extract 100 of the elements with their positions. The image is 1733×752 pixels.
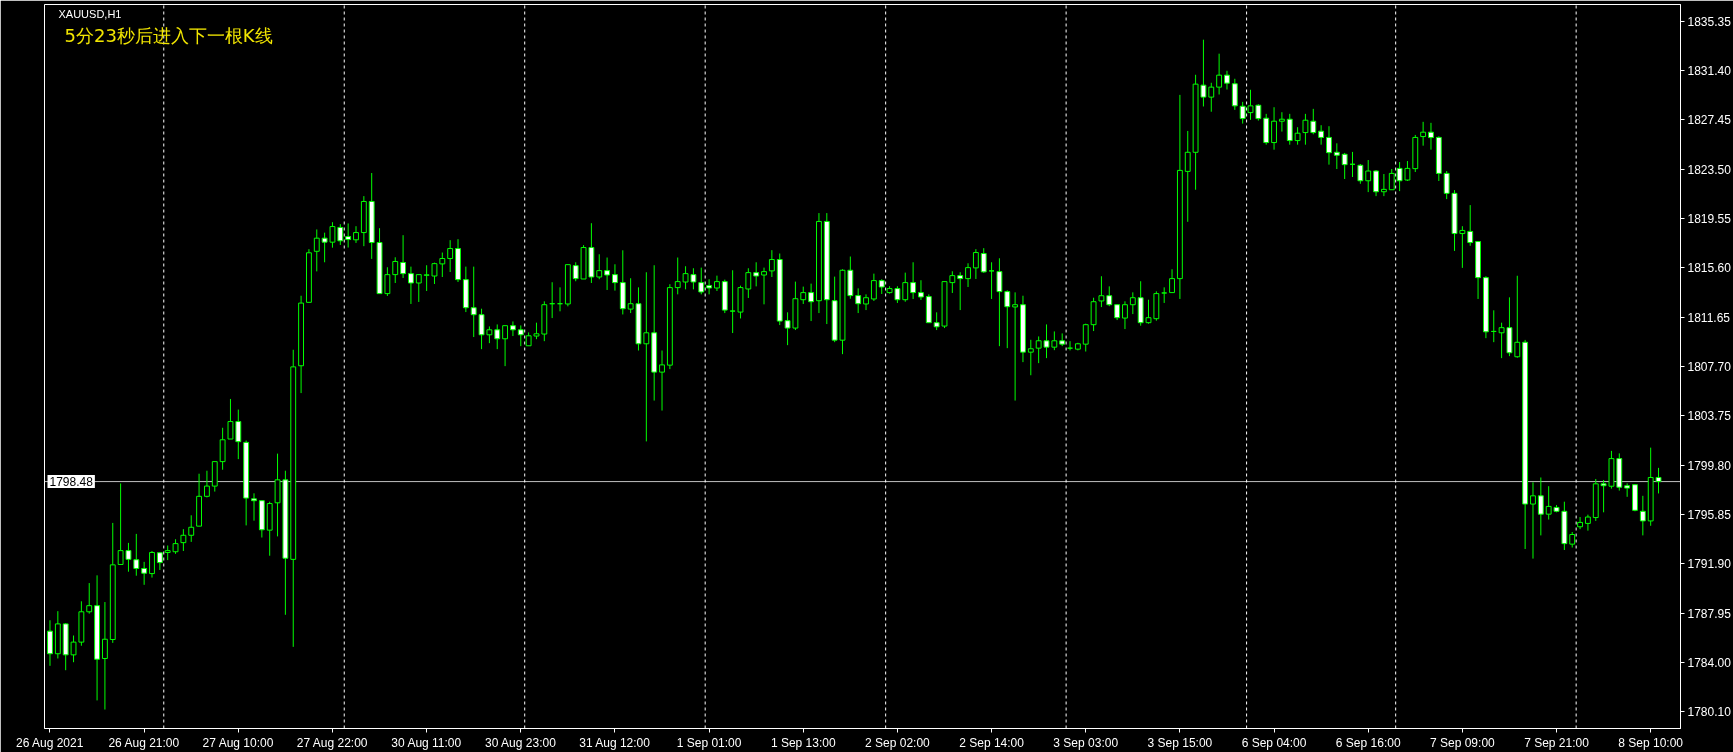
candlestick bbox=[1420, 121, 1427, 147]
candlestick bbox=[612, 263, 618, 292]
y-tick-label: 1835.35 bbox=[1687, 14, 1732, 29]
y-tick-label: 1815.60 bbox=[1687, 261, 1732, 276]
candlestick bbox=[729, 269, 736, 334]
candlestick bbox=[1224, 70, 1230, 91]
candlestick bbox=[870, 273, 877, 302]
candlestick bbox=[596, 253, 603, 280]
x-tick-label: 31 Aug 12:00 bbox=[579, 735, 651, 750]
candlestick bbox=[1624, 482, 1631, 498]
candlestick bbox=[47, 619, 53, 667]
candlestick bbox=[1341, 152, 1348, 180]
candlestick bbox=[188, 514, 195, 543]
candlestick bbox=[1380, 173, 1387, 197]
candlestick bbox=[1122, 300, 1128, 330]
candlestick bbox=[353, 225, 359, 244]
x-tick-label: 3 Sep 15:00 bbox=[1147, 735, 1213, 750]
candlestick bbox=[1388, 168, 1395, 191]
candlestick bbox=[1373, 169, 1379, 197]
candlestick bbox=[980, 247, 987, 274]
candlestick bbox=[203, 470, 210, 498]
x-tick-label: 7 Sep 09:00 bbox=[1430, 735, 1496, 750]
candlestick bbox=[423, 264, 430, 292]
x-tick-label: 1 Sep 01:00 bbox=[676, 735, 742, 750]
x-tick-label: 2 Sep 14:00 bbox=[959, 735, 1025, 750]
candlestick bbox=[1639, 495, 1646, 536]
ref-line-label: 1798.48 bbox=[49, 475, 94, 490]
x-tick-label: 26 Aug 2021 bbox=[15, 735, 84, 750]
candlestick bbox=[1333, 142, 1340, 170]
y-tick-label: 1803.75 bbox=[1687, 409, 1732, 424]
x-tick-label: 7 Sep 21:00 bbox=[1524, 735, 1590, 750]
y-tick-label: 1787.95 bbox=[1687, 606, 1732, 621]
candlestick bbox=[1326, 125, 1332, 166]
x-tick-label: 27 Aug 10:00 bbox=[202, 735, 274, 750]
x-tick-label: 3 Sep 03:00 bbox=[1053, 735, 1119, 750]
y-tick-label: 1791.90 bbox=[1687, 557, 1732, 572]
candlestick bbox=[1577, 516, 1583, 530]
x-tick-label: 27 Aug 22:00 bbox=[296, 735, 368, 750]
candlestick bbox=[1537, 476, 1544, 536]
candlestick bbox=[415, 274, 422, 303]
candlestick bbox=[1428, 122, 1434, 151]
candlestick bbox=[1271, 106, 1277, 151]
y-tick-label: 1831.40 bbox=[1687, 64, 1732, 79]
candlestick bbox=[965, 262, 971, 288]
candlestick bbox=[1012, 291, 1019, 402]
candlestick bbox=[1129, 291, 1136, 315]
y-tick-label: 1811.65 bbox=[1687, 310, 1731, 325]
candlestick bbox=[855, 287, 862, 314]
x-tick-label: 6 Sep 16:00 bbox=[1335, 735, 1401, 750]
candlestick bbox=[1231, 78, 1238, 111]
candlestick bbox=[761, 267, 767, 305]
candlestick bbox=[101, 601, 108, 711]
y-tick-label: 1784.00 bbox=[1687, 655, 1732, 670]
x-tick-label: 8 Sep 10:00 bbox=[1618, 735, 1684, 750]
candlestick bbox=[808, 283, 815, 322]
candlestick bbox=[408, 266, 414, 305]
candlestick bbox=[1584, 514, 1591, 532]
candlestick bbox=[470, 266, 477, 338]
candlestick bbox=[400, 234, 407, 279]
candlestick bbox=[1216, 53, 1223, 95]
candlestick bbox=[1530, 481, 1536, 560]
x-tick-label: 1 Sep 13:00 bbox=[770, 735, 836, 750]
y-tick-label: 1807.70 bbox=[1687, 360, 1732, 374]
candlestick bbox=[392, 256, 399, 284]
candlestick bbox=[1286, 113, 1293, 146]
candlestick bbox=[918, 279, 924, 301]
candlestick bbox=[604, 257, 611, 291]
candlestick bbox=[313, 228, 320, 272]
chart-title: XAUUSD,H1 bbox=[58, 7, 122, 20]
candlestick bbox=[1357, 163, 1364, 185]
candlestick bbox=[972, 248, 979, 280]
candlestick bbox=[439, 252, 446, 278]
candlestick bbox=[957, 271, 964, 311]
y-tick-label: 1819.55 bbox=[1687, 212, 1732, 227]
candlestick bbox=[494, 323, 501, 350]
candlestick bbox=[1027, 339, 1034, 376]
candlestick bbox=[502, 325, 509, 367]
y-tick-label: 1827.45 bbox=[1687, 113, 1732, 128]
candlestick bbox=[902, 272, 909, 303]
candlestick bbox=[141, 561, 148, 586]
candlestick bbox=[180, 528, 187, 552]
candlestick bbox=[659, 350, 665, 412]
candlestick bbox=[219, 427, 226, 471]
candlestick bbox=[149, 550, 155, 579]
x-tick-label: 30 Aug 23:00 bbox=[485, 735, 557, 750]
candlestick bbox=[988, 261, 995, 300]
candlestick bbox=[510, 320, 516, 337]
y-tick-label: 1799.80 bbox=[1687, 458, 1732, 473]
candlestick bbox=[1169, 268, 1175, 294]
x-tick-label: 26 Aug 21:00 bbox=[108, 735, 180, 750]
candlestick bbox=[910, 261, 917, 300]
candlestick bbox=[714, 275, 720, 292]
candlestick bbox=[447, 239, 454, 273]
y-tick-label: 1823.50 bbox=[1687, 162, 1732, 177]
y-tick-label: 1795.85 bbox=[1687, 507, 1732, 522]
x-tick-label: 30 Aug 11:00 bbox=[391, 735, 462, 750]
candlestick bbox=[251, 492, 257, 522]
candlestick bbox=[86, 582, 93, 615]
candlestick bbox=[1184, 130, 1191, 223]
candlestick bbox=[863, 293, 869, 311]
